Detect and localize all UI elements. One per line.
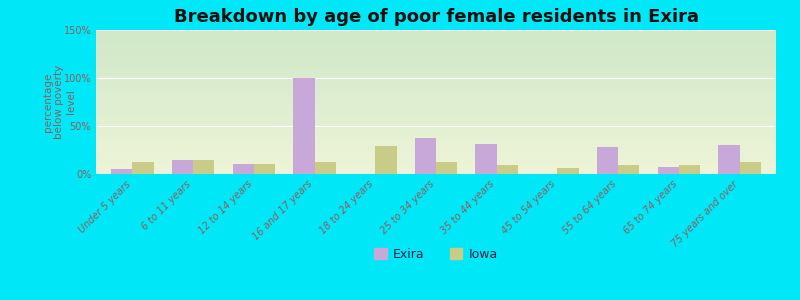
Bar bbox=[497, 165, 518, 174]
Bar bbox=[111, 169, 133, 174]
Bar bbox=[558, 168, 578, 174]
Bar bbox=[718, 145, 739, 174]
Bar bbox=[314, 161, 336, 174]
Bar bbox=[254, 164, 275, 174]
Bar bbox=[375, 146, 397, 174]
Bar bbox=[597, 147, 618, 174]
Bar bbox=[658, 167, 679, 174]
Legend: Exira, Iowa: Exira, Iowa bbox=[370, 243, 502, 266]
Bar bbox=[414, 139, 436, 174]
Bar bbox=[679, 165, 700, 174]
Bar bbox=[172, 160, 193, 174]
Bar bbox=[618, 165, 639, 174]
Bar bbox=[475, 144, 497, 174]
Title: Breakdown by age of poor female residents in Exira: Breakdown by age of poor female resident… bbox=[174, 8, 698, 26]
Bar bbox=[133, 161, 154, 174]
Bar bbox=[739, 163, 761, 174]
Bar bbox=[193, 160, 214, 174]
Bar bbox=[233, 164, 254, 174]
Y-axis label: percentage
below poverty
level: percentage below poverty level bbox=[42, 65, 76, 139]
Bar bbox=[436, 161, 458, 174]
Bar bbox=[294, 78, 314, 174]
